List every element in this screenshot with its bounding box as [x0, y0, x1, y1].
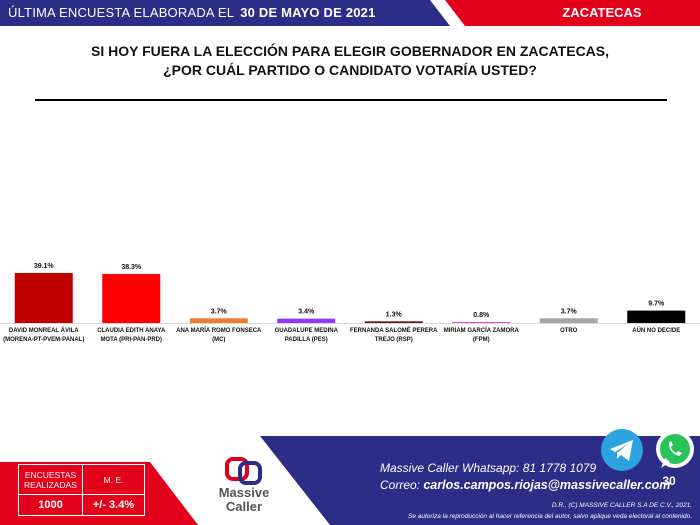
survey-date: 30 DE MAYO DE 2021	[240, 5, 376, 20]
page-number: 30	[662, 474, 676, 488]
whatsapp-number: 81 1778 1079	[522, 461, 597, 475]
whatsapp-contact: Massive Caller Whatsapp: 81 1778 1079	[380, 461, 596, 475]
bar-1	[102, 274, 161, 323]
massive-caller-logo: Massive Caller	[212, 456, 276, 514]
bar-5	[452, 321, 511, 323]
question-line-1: SI HOY FUERA LA ELECCIÓN PARA ELEGIR GOB…	[90, 43, 610, 59]
data-label-1: 38.3%	[121, 264, 142, 271]
copyright-line: D.R., (C) MASSIVE CALLER S.A DE C.V., 20…	[551, 502, 692, 509]
question-line-2: ¿POR CUÁL PARTIDO O CANDIDATO VOTARÍA US…	[163, 62, 537, 78]
surveys-header: ENCUESTAS REALIZADAS	[18, 464, 83, 495]
logo-text-line-2: Caller	[225, 499, 263, 514]
category-label-3-0: GUADALUPE MEDINA	[275, 328, 339, 334]
chart-question: SI HOY FUERA LA ELECCIÓN PARA ELEGIR GOB…	[60, 42, 640, 80]
whatsapp-label: Massive Caller Whatsapp:	[380, 461, 520, 475]
header-bar: ÚLTIMA ENCUESTA ELABORADA EL 30 DE MAYO D…	[0, 0, 700, 26]
surveys-value: 1000	[18, 494, 83, 516]
title-divider	[35, 99, 667, 101]
survey-date-label: ÚLTIMA ENCUESTA ELABORADA EL 30 DE MAYO D…	[8, 5, 376, 20]
reproduction-notice: Se autoriza la reproducción al hacer ref…	[407, 513, 692, 520]
data-label-3: 3.4%	[298, 309, 315, 316]
category-label-5-0: MIRIAM GARCÍA ZAMORA	[444, 326, 520, 334]
whatsapp-icon[interactable]	[652, 428, 698, 474]
telegram-icon[interactable]	[600, 428, 644, 472]
email-label: Correo:	[380, 478, 421, 492]
surveys-header-line-1: ENCUESTAS	[24, 469, 77, 480]
state-label: ZACATECAS	[562, 5, 642, 20]
email-address[interactable]: carlos.campos.riojas@massivecaller.com	[423, 478, 671, 492]
category-label-1-1: MOTA (PRI-PAN-PRD)	[100, 337, 162, 343]
bar-4	[364, 321, 423, 323]
survey-stats-table: ENCUESTAS REALIZADAS M. E. 1000 +/- 3.4%	[18, 464, 145, 516]
surveys-header-line-2: REALIZADAS	[24, 479, 77, 490]
survey-label: ÚLTIMA ENCUESTA ELABORADA EL	[8, 5, 235, 20]
category-label-5-1: (FPM)	[473, 337, 490, 343]
bar-2	[189, 318, 248, 323]
category-label-6-0: OTRO	[560, 328, 578, 334]
data-label-0: 39.1%	[34, 263, 55, 270]
category-label-7-0: AÚN NO DECIDE	[632, 327, 680, 334]
bar-6	[539, 318, 598, 323]
bar-3	[277, 318, 336, 323]
category-label-0-0: DAVID MONREAL ÁVILA	[9, 327, 79, 334]
data-label-6: 3.7%	[561, 308, 578, 315]
bar-0	[14, 273, 73, 323]
header-background	[0, 0, 700, 26]
category-label-0-1: (MORENA-PT-PVEM-PANAL)	[3, 337, 84, 343]
bar-7	[627, 310, 686, 323]
category-label-3-1: PADILLA (PES)	[285, 337, 328, 343]
category-label-4-1: TREJO (RSP)	[375, 337, 413, 343]
logo-text-line-1: Massive	[218, 485, 270, 500]
margin-error-header: M. E.	[82, 464, 145, 495]
category-label-2-1: (MC)	[212, 337, 225, 343]
data-label-5: 0.8%	[473, 312, 490, 319]
category-label-4-0: FERNANDA SALOMÉ PERERA	[350, 326, 438, 334]
category-label-1-0: CLAUDIA EDITH ANAYA	[97, 328, 166, 334]
data-label-4: 1.3%	[386, 311, 403, 318]
margin-error-value: +/- 3.4%	[82, 494, 145, 516]
bar-chart: 39.1% DAVID MONREAL ÁVILA (MORENA-PT-PVEM-…	[0, 263, 700, 343]
data-label-2: 3.7%	[211, 308, 228, 315]
logo-mark-icon	[225, 457, 262, 485]
email-contact: Correo: carlos.campos.riojas@massivecall…	[380, 478, 670, 492]
category-label-2-0: ANA MARÍA ROMO FONSECA	[176, 326, 262, 334]
data-label-7: 9.7%	[648, 301, 665, 308]
